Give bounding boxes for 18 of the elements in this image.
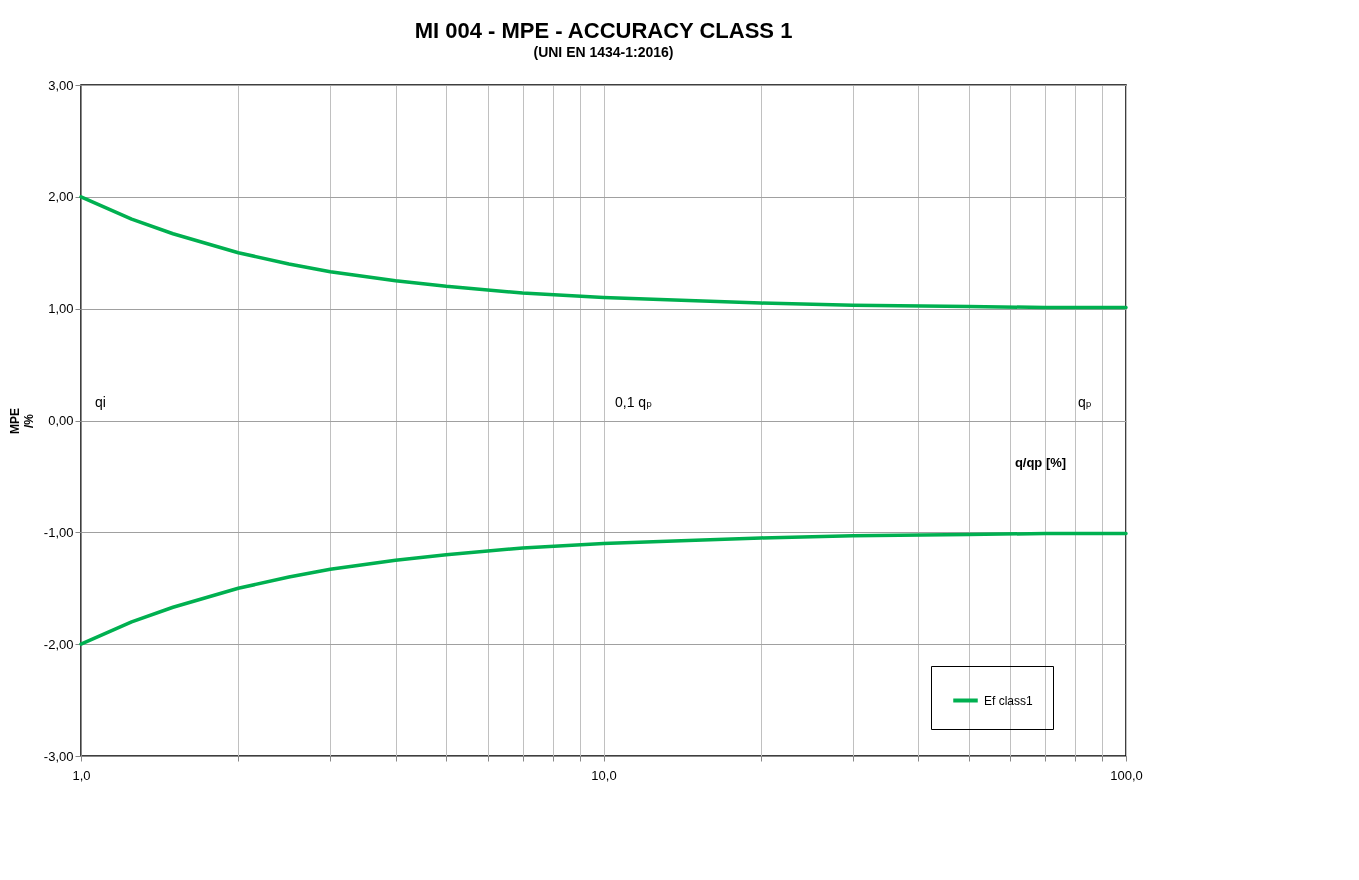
y-tick-label: -1,00 [43, 524, 74, 540]
y-tick-label: 1,00 [48, 301, 74, 317]
annotation: qₚ [1078, 394, 1092, 410]
x-tick-label: 100,0 [1110, 767, 1143, 783]
x-axis-title: q/qp [%] [1014, 454, 1067, 470]
x-tick-label: 10,0 [591, 767, 617, 783]
y-tick-label: -3,00 [43, 748, 74, 764]
annotation: 0,1 qₚ [615, 394, 653, 410]
y-tick-label: -2,00 [43, 636, 74, 652]
legend-label: Ef class1 [984, 693, 1034, 708]
y-tick-label: 3,00 [48, 77, 74, 93]
chart-title: MI 004 - MPE - ACCURACY CLASS 1 [414, 18, 793, 43]
x-tick-label: 1,0 [72, 767, 91, 783]
y-tick-label: 2,00 [48, 189, 74, 205]
y-axis-title: MPE /% [7, 407, 36, 435]
y-tick-label: 0,00 [48, 413, 74, 428]
chart-subtitle: (UNI EN 1434-1:2016) [533, 44, 674, 60]
annotation: qi [95, 394, 106, 410]
